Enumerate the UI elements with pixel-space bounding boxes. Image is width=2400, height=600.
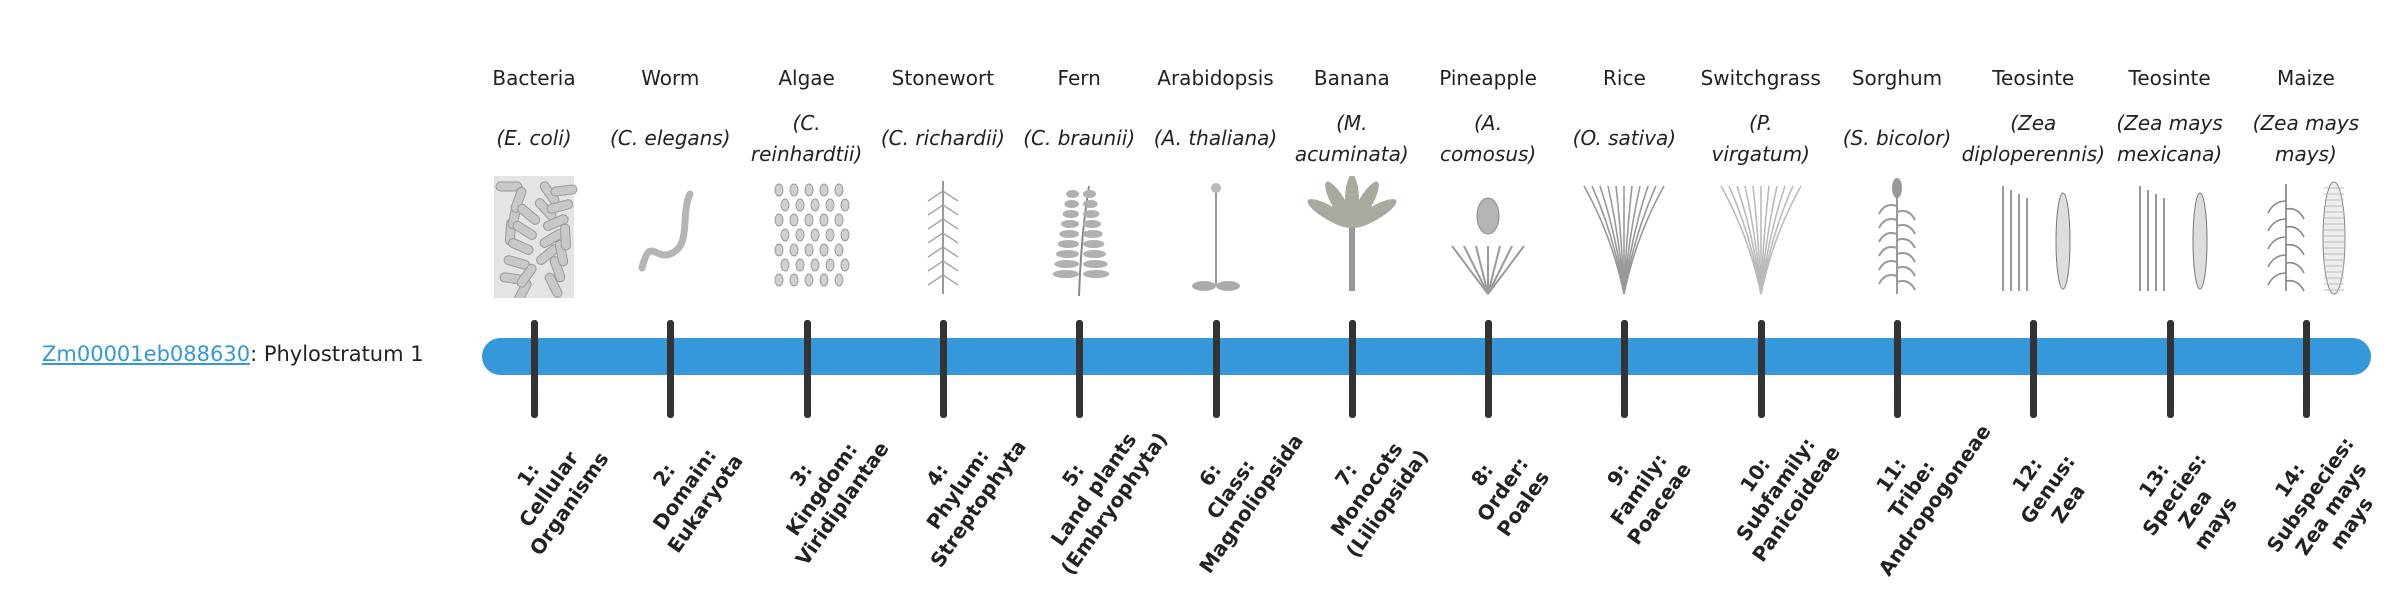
fern-icon: [1029, 176, 1129, 298]
stratum-tick: [531, 320, 538, 418]
scientific-name-line: mexicana): [2117, 142, 2223, 166]
bacteria-rods-icon: [484, 176, 584, 305]
scientific-name-line: reinhardtii): [750, 142, 863, 166]
stratum-label: 6: Class: Magnoliopsida: [1151, 398, 1310, 580]
organism-scientific-name: (S. bicolor): [1825, 123, 1969, 154]
scientific-name-line: (E. coli): [496, 126, 572, 150]
stratum-tick: [1212, 320, 1220, 418]
worm-icon: [620, 176, 720, 298]
scientific-name-line: (A. thaliana): [1153, 126, 1278, 150]
stratum-tick: [1076, 320, 1084, 418]
stratum-tick: [1485, 320, 1493, 418]
stratum-tick: [667, 320, 675, 418]
arabidopsis-icon: [1166, 176, 1266, 298]
scientific-name-line: (Zea mays: [2252, 111, 2360, 135]
scientific-name-line: (C. braunii): [1023, 126, 1136, 150]
organism-scientific-name: (O. sativa): [1552, 123, 1696, 154]
pineapple-icon: [1438, 176, 1538, 298]
stratum-tick: [1757, 320, 1765, 418]
organism-common-name: Stonewort: [891, 66, 995, 90]
organism-scientific-name: (Zea mays mexicana): [2098, 108, 2242, 170]
sorghum-icon: [1847, 176, 1947, 298]
scientific-name-line: virgatum): [1711, 142, 1810, 166]
organism-scientific-name: (P. virgatum): [1689, 108, 1833, 170]
scientific-name-line: (S. bicolor): [1842, 126, 1952, 150]
organism-scientific-name: (C. richardii): [871, 123, 1015, 154]
stratum-label: 12: Genus: Zea: [1969, 398, 2128, 580]
stratum-tick: [939, 320, 947, 418]
organism-common-name: Algae: [778, 66, 835, 90]
organism-scientific-name: (A. thaliana): [1144, 123, 1288, 154]
organism-common-name: Worm: [641, 66, 700, 90]
scientific-name-line: (Zea mays: [2116, 111, 2223, 135]
organism-common-name: Switchgrass: [1700, 66, 1821, 90]
stratum-label: 9: Family: Poaceae: [1560, 398, 1719, 580]
organism-common-name: Teosinte: [2128, 66, 2211, 90]
organism-common-name: Maize: [2276, 66, 2335, 90]
organism-scientific-name: (E. coli): [462, 123, 606, 154]
organism-scientific-name: (M. acuminata): [1280, 108, 1424, 170]
organism-scientific-name: (C. elegans): [598, 123, 742, 154]
algae-cells-icon: [757, 176, 857, 298]
stratum-label: 4: Phylum: Streptophyta: [878, 398, 1037, 580]
scientific-name-line: (O. sativa): [1572, 126, 1677, 150]
teosinte-icon: [1983, 176, 2083, 298]
stratum-label: 1: Cellular Organisms: [470, 398, 629, 580]
stratum-label: 3: Kingdom: Viridiplantae: [742, 398, 901, 580]
organism-common-name: Teosinte: [1992, 66, 2075, 90]
organism-scientific-name: (C. braunii): [1007, 123, 1151, 154]
scientific-name-line: (M.: [1336, 111, 1368, 135]
stratum-tick: [1621, 320, 1629, 418]
scientific-name-line: (C.: [792, 111, 821, 135]
scientific-name-line: mays): [2274, 142, 2337, 166]
gene-id-link[interactable]: Zm00001eb088630: [42, 342, 251, 366]
organism-scientific-name: (C. reinhardtii): [735, 108, 879, 170]
maize-icon: [2256, 176, 2356, 298]
stratum-label: 7: Monocots (Liliopsida): [1287, 398, 1446, 580]
organism-common-name: Pineapple: [1439, 66, 1537, 90]
stratum-tick: [2166, 320, 2174, 418]
scientific-name-line: diploperennis): [1961, 142, 2105, 166]
organism-common-name: Arabidopsis: [1157, 66, 1274, 90]
organism-common-name: Fern: [1057, 66, 1101, 90]
organism-scientific-name: (A. comosus): [1416, 108, 1560, 170]
organism-common-name: Sorghum: [1851, 66, 1943, 90]
organism-common-name: Rice: [1603, 66, 1646, 90]
scientific-name-line: (C. richardii): [880, 126, 1005, 150]
stratum-tick: [2302, 320, 2310, 418]
teosinte-icon: [2120, 176, 2220, 298]
stratum-tick: [1894, 320, 1901, 418]
stratum-label: 14: Subspecies: Zea mays mays: [2231, 404, 2400, 600]
switchgrass-icon: [1711, 176, 1811, 298]
stratum-tick: [2030, 320, 2038, 418]
organism-common-name: Bacteria: [492, 66, 576, 90]
stratum-label: 11: Tribe: Andropogoneae: [1833, 398, 1996, 580]
stratum-label: 5: Land plants (Embryophyta): [1015, 398, 1174, 580]
stonewort-icon: [893, 176, 993, 298]
rice-plant-icon: [1574, 176, 1674, 298]
gene-phylostratum-label: Zm00001eb088630: Phylostratum 1: [42, 342, 424, 366]
organism-scientific-name: (Zea mays mays): [2234, 108, 2378, 170]
scientific-name-line: (P.: [1748, 111, 1773, 135]
scientific-name-line: (Zea: [2010, 111, 2057, 135]
timeline-bar: [482, 338, 2371, 375]
banana-plant-icon: [1302, 175, 1402, 298]
scientific-name-line: (A.: [1473, 111, 1503, 135]
organism-common-name: Banana: [1313, 66, 1390, 90]
stratum-tick: [803, 320, 811, 418]
stratum-label: 8: Order: Poales: [1424, 398, 1583, 580]
stratum-label: 13: Species: Zea mays: [2095, 404, 2274, 600]
stratum-tick: [1348, 320, 1356, 418]
phylostratum-text: : Phylostratum 1: [250, 342, 424, 366]
scientific-name-line: (C. elegans): [610, 126, 731, 150]
organism-scientific-name: (Zea diploperennis): [1961, 108, 2105, 170]
scientific-name-line: comosus): [1439, 142, 1537, 166]
stratum-label: 2: Domain: Eukaryota: [606, 398, 765, 580]
stratum-label: 10: Subfamily: Panicoideae: [1696, 398, 1855, 580]
scientific-name-line: acuminata): [1294, 142, 1409, 166]
